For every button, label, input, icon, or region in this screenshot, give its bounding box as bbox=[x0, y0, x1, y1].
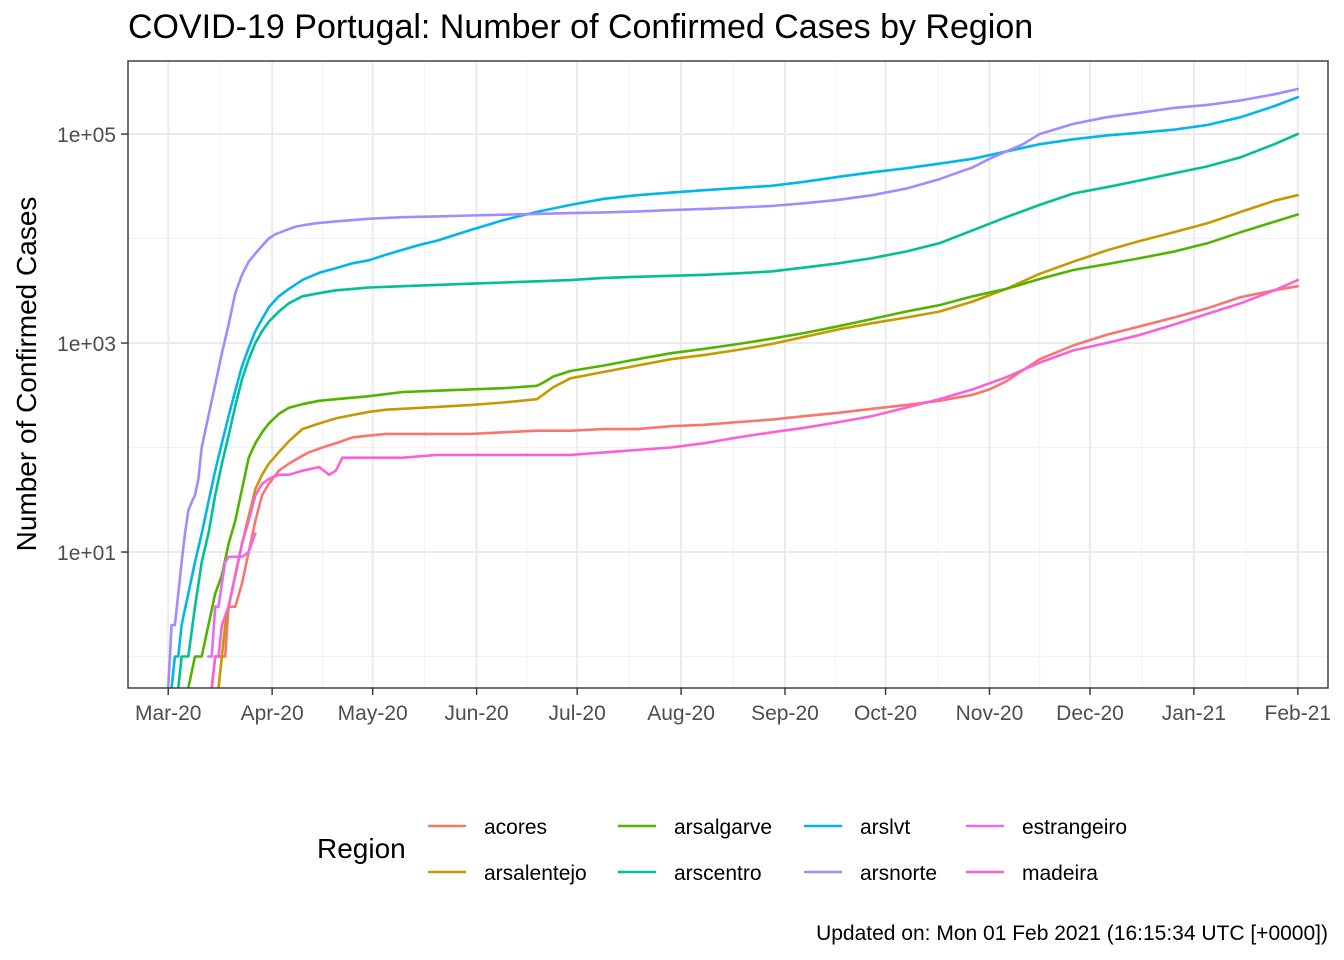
panel-background bbox=[128, 61, 1328, 688]
x-tick-label: Feb-21 bbox=[1265, 702, 1332, 725]
x-axis: Mar-20 Apr-20 May-20 Jun-20 Jul-20 Aug-20 Sep-… bbox=[135, 688, 1331, 725]
legend-label-arsnorte: arsnorte bbox=[860, 862, 937, 885]
chart-title: COVID-19 Portugal: Number of Confirmed C… bbox=[128, 8, 1033, 46]
panel-grid bbox=[128, 61, 1328, 688]
x-tick-label: May-20 bbox=[338, 702, 408, 725]
x-tick-label: Dec-20 bbox=[1056, 702, 1124, 725]
legend-label-madeira: madeira bbox=[1022, 862, 1098, 885]
x-tick-label: Oct-20 bbox=[854, 702, 917, 725]
series-line-arsalgarve bbox=[187, 213, 1300, 688]
legend: Region acores arsalentejo arsalgarve arscen… bbox=[317, 816, 1127, 885]
x-tick-label: Sep-20 bbox=[751, 702, 819, 725]
legend-label-arslvt: arslvt bbox=[860, 816, 910, 839]
x-tick-label: Aug-20 bbox=[647, 702, 715, 725]
legend-label-arsalgarve: arsalgarve bbox=[674, 816, 772, 839]
legend-label-estrangeiro: estrangeiro bbox=[1022, 816, 1127, 839]
x-tick-label: Mar-20 bbox=[135, 702, 202, 725]
x-tick-label: Jan-21 bbox=[1162, 702, 1226, 725]
series-lines bbox=[166, 87, 1300, 688]
legend-title: Region bbox=[317, 833, 406, 864]
y-tick-label: 1e+01 bbox=[57, 542, 116, 565]
x-tick-label: Nov-20 bbox=[956, 702, 1024, 725]
panel-border bbox=[127, 60, 1329, 689]
y-tick-label: 1e+05 bbox=[57, 124, 116, 147]
legend-label-arscentro: arscentro bbox=[674, 862, 762, 885]
y-axis: 1e+01 1e+03 1e+05 bbox=[57, 124, 128, 565]
legend-label-arsalentejo: arsalentejo bbox=[484, 862, 587, 885]
series-line-madeira bbox=[210, 278, 1300, 688]
update-caption: Updated on: Mon 01 Feb 2021 (16:15:34 UT… bbox=[816, 922, 1328, 945]
y-tick-label: 1e+03 bbox=[57, 333, 116, 356]
x-tick-label: Jun-20 bbox=[444, 702, 508, 725]
legend-label-acores: acores bbox=[484, 816, 547, 839]
series-line-arscentro bbox=[177, 132, 1300, 688]
y-axis-title: Number of Confirmed Cases bbox=[11, 197, 42, 552]
x-tick-label: Jul-20 bbox=[549, 702, 606, 725]
series-line-arsnorte bbox=[166, 87, 1300, 688]
series-line-arsalentejo bbox=[217, 193, 1300, 688]
series-line-estrangeiro bbox=[207, 532, 257, 658]
series-line-acores bbox=[210, 284, 1300, 688]
x-tick-label: Apr-20 bbox=[241, 702, 304, 725]
